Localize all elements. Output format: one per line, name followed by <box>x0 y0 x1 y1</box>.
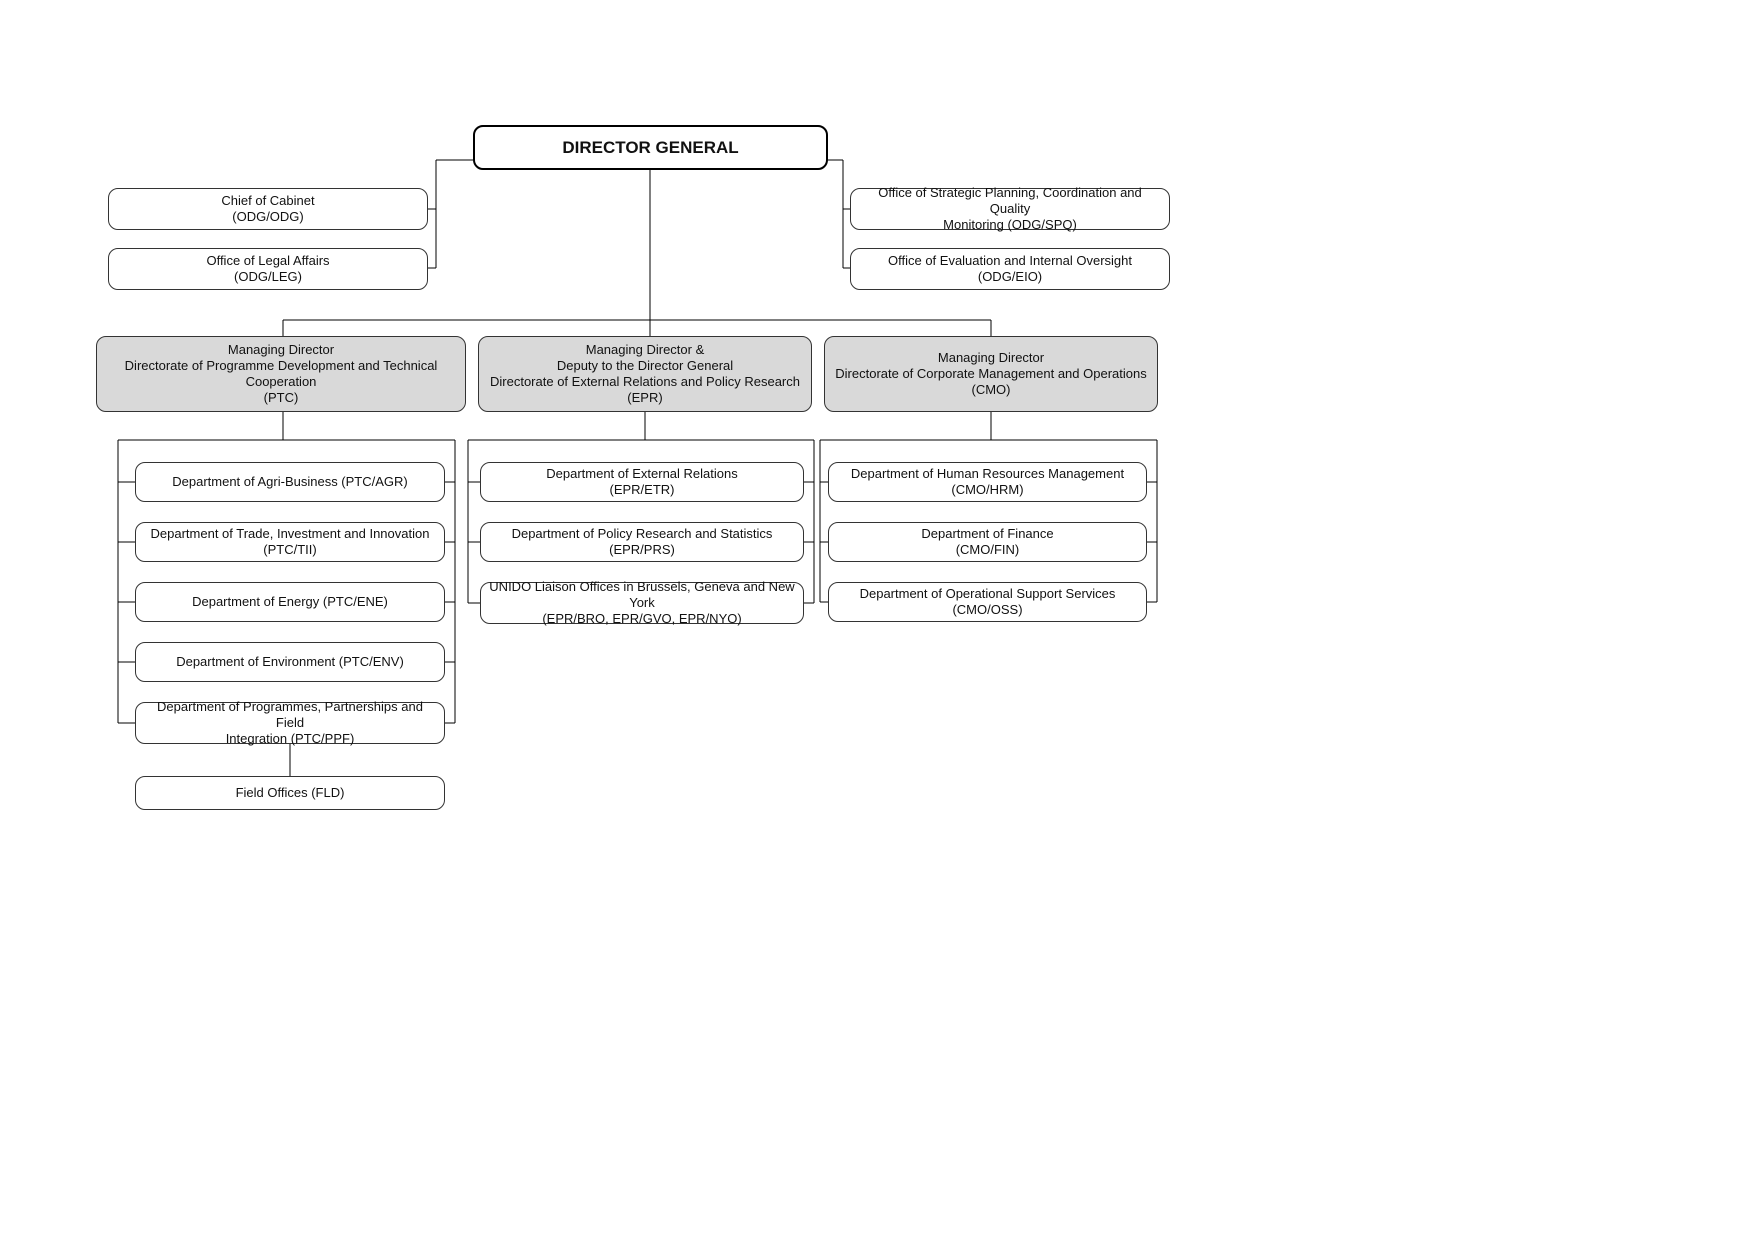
org-chart-canvas: DIRECTOR GENERAL Chief of Cabinet(ODG/OD… <box>0 0 1753 1240</box>
node-ptc-agr: Department of Agri-Business (PTC/AGR) <box>135 462 445 502</box>
node-text-line: Department of Energy (PTC/ENE) <box>192 594 388 610</box>
node-text-line: Directorate of Programme Development and… <box>105 358 457 391</box>
node-text-line: (CMO) <box>972 382 1011 398</box>
node-text-line: (PTC) <box>264 390 299 406</box>
node-cmo-hrm: Department of Human Resources Management… <box>828 462 1147 502</box>
node-ptc-tii: Department of Trade, Investment and Inno… <box>135 522 445 562</box>
node-directorate-epr: Managing Director &Deputy to the Directo… <box>478 336 812 412</box>
node-cmo-fin: Department of Finance(CMO/FIN) <box>828 522 1147 562</box>
node-text-line: (ODG/EIO) <box>978 269 1042 285</box>
node-text-line: Deputy to the Director General <box>557 358 733 374</box>
node-epr-prs: Department of Policy Research and Statis… <box>480 522 804 562</box>
node-epr-lio: UNIDO Liaison Offices in Brussels, Genev… <box>480 582 804 624</box>
node-chief-of-cabinet: Chief of Cabinet(ODG/ODG) <box>108 188 428 230</box>
node-text-line: Department of Operational Support Servic… <box>837 586 1138 619</box>
node-text-line: Department of Environment (PTC/ENV) <box>176 654 404 670</box>
node-ptc-ppf: Department of Programmes, Partnerships a… <box>135 702 445 744</box>
node-text-line: DIRECTOR GENERAL <box>562 137 738 158</box>
node-text-line: Department of Trade, Investment and Inno… <box>144 526 436 559</box>
node-text-line: Managing Director <box>228 342 334 358</box>
node-text-line: Field Offices (FLD) <box>236 785 345 801</box>
node-text-line: Directorate of Corporate Management and … <box>835 366 1146 382</box>
node-text-line: Chief of Cabinet <box>221 193 314 209</box>
node-director-general: DIRECTOR GENERAL <box>473 125 828 170</box>
node-text-line: Department of External Relations <box>546 466 737 482</box>
node-text-line: (ODG/LEG) <box>234 269 302 285</box>
node-text-line: Department of Policy Research and Statis… <box>489 526 795 559</box>
node-office-spq: Office of Strategic Planning, Coordinati… <box>850 188 1170 230</box>
node-text-line: (CMO/FIN) <box>956 542 1020 558</box>
node-text-line: (EPR) <box>627 390 662 406</box>
node-text-line: Managing Director & <box>586 342 705 358</box>
node-cmo-oss: Department of Operational Support Servic… <box>828 582 1147 622</box>
node-text-line: Department of Agri-Business (PTC/AGR) <box>172 474 408 490</box>
node-text-line: Integration (PTC/PPF) <box>226 731 355 747</box>
node-text-line: Directorate of External Relations and Po… <box>490 374 800 390</box>
node-text-line: (ODG/ODG) <box>232 209 304 225</box>
node-text-line: Department of Human Resources Management… <box>837 466 1138 499</box>
node-directorate-cmo: Managing DirectorDirectorate of Corporat… <box>824 336 1158 412</box>
node-text-line: UNIDO Liaison Offices in Brussels, Genev… <box>489 579 795 612</box>
node-epr-etr: Department of External Relations(EPR/ETR… <box>480 462 804 502</box>
node-text-line: Office of Strategic Planning, Coordinati… <box>859 185 1161 218</box>
node-ptc-ene: Department of Energy (PTC/ENE) <box>135 582 445 622</box>
node-office-legal: Office of Legal Affairs(ODG/LEG) <box>108 248 428 290</box>
node-text-line: Office of Legal Affairs <box>206 253 329 269</box>
node-text-line: (EPR/ETR) <box>610 482 675 498</box>
node-text-line: Department of Programmes, Partnerships a… <box>144 699 436 732</box>
node-fld: Field Offices (FLD) <box>135 776 445 810</box>
node-ptc-env: Department of Environment (PTC/ENV) <box>135 642 445 682</box>
node-directorate-ptc: Managing DirectorDirectorate of Programm… <box>96 336 466 412</box>
node-office-eio: Office of Evaluation and Internal Oversi… <box>850 248 1170 290</box>
node-text-line: Office of Evaluation and Internal Oversi… <box>888 253 1132 269</box>
node-text-line: (EPR/BRO, EPR/GVO, EPR/NYO) <box>542 611 741 627</box>
node-text-line: Managing Director <box>938 350 1044 366</box>
node-text-line: Monitoring (ODG/SPQ) <box>943 217 1077 233</box>
node-text-line: Department of Finance <box>921 526 1053 542</box>
